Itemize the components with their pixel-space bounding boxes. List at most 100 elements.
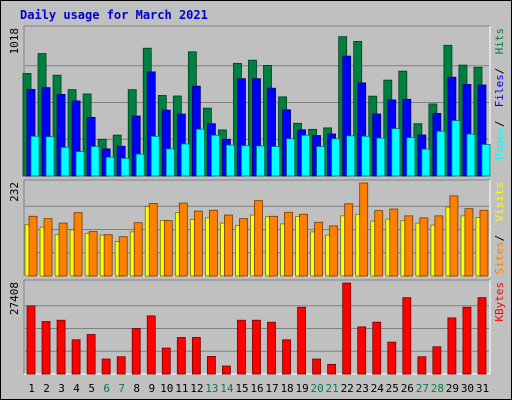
bar-kbytes-day-9 [146,315,156,375]
x-tick-label-day-13: 13 [205,382,218,395]
bar-pages-day-19 [301,134,310,177]
bar-kbytes-day-7 [116,356,126,375]
x-tick-label-day-12: 12 [190,382,203,395]
bar-kbytes-day-12 [191,337,201,375]
x-tick-label-day-6: 6 [103,382,110,395]
bar-sites-day-15 [239,218,248,277]
bar-pages-day-23 [361,135,371,177]
bar-pages-day-28 [436,130,446,177]
x-tick-label-day-28: 28 [431,382,444,395]
bar-sites-day-25 [389,208,399,277]
legend-separator: / [493,120,506,127]
bar-sites-day-2 [43,218,53,277]
bar-pages-day-16 [256,145,265,177]
bar-kbytes-day-10 [161,347,171,375]
bar-kbytes-day-31 [477,297,487,375]
bar-kbytes-day-26 [402,297,412,375]
bar-kbytes-day-13 [206,356,216,375]
bar-sites-day-9 [148,203,158,277]
bar-pages-day-11 [180,143,190,177]
bar-kbytes-day-8 [131,328,141,375]
bar-pages-day-13 [210,134,220,177]
bar-sites-day-20 [314,221,324,277]
bar-pages-day-26 [406,137,416,177]
x-tick-label-day-20: 20 [311,382,324,395]
legend-sites: Sites [493,241,506,274]
bar-pages-day-2 [45,136,55,177]
bar-kbytes-day-14 [222,365,231,375]
bar-pages-day-3 [60,147,70,177]
bar-pages-day-8 [135,153,145,177]
x-tick-label-day-24: 24 [371,382,385,395]
bar-pages-day-22 [346,135,356,177]
bar-pages-day-9 [150,135,160,177]
bar-pages-day-14 [226,144,235,177]
bar-kbytes-day-15 [237,319,246,375]
bar-sites-day-13 [208,209,218,277]
bar-pages-day-4 [75,151,85,177]
x-tick-label-day-5: 5 [88,382,95,395]
x-tick-label-day-18: 18 [280,382,293,395]
bar-sites-day-7 [118,236,128,277]
bar-pages-day-6 [105,156,115,177]
bar-kbytes-day-20 [312,358,322,375]
bar-pages-day-1 [30,135,40,177]
bar-pages-day-7 [120,157,130,177]
bar-sites-day-12 [193,210,203,277]
x-tick-label-day-31: 31 [476,382,489,395]
bar-sites-day-22 [344,203,354,277]
x-tick-label-day-19: 19 [295,382,308,395]
bar-pages-day-15 [241,145,250,177]
panel-2-ymax-label: 232 [8,182,21,202]
x-tick-label-day-30: 30 [461,382,474,395]
x-tick-label-day-2: 2 [43,382,50,395]
x-tick-label-day-10: 10 [160,382,173,395]
x-tick-label-day-26: 26 [401,382,414,395]
bar-kbytes-day-3 [56,319,66,375]
bar-kbytes-day-24 [372,321,382,375]
bar-sites-day-24 [374,210,384,277]
bar-pages-day-24 [376,137,386,177]
bar-kbytes-day-17 [267,321,276,375]
bar-sites-day-29 [449,195,459,277]
bar-kbytes-day-16 [252,319,261,375]
legend-files: Files [493,74,506,107]
bar-sites-day-21 [329,225,339,277]
bar-sites-day-1 [28,215,38,277]
bar-sites-day-5 [88,231,98,277]
bar-kbytes-day-5 [86,334,96,375]
bar-kbytes-day-21 [327,363,337,375]
legend-separator: / [493,235,506,242]
bar-sites-day-27 [419,217,429,277]
bar-kbytes-day-1 [26,305,36,375]
bar-sites-day-18 [284,211,293,277]
legend-visits: Visits [493,182,506,222]
legend-kbytes: KBytes [493,282,506,322]
bar-pages-day-5 [90,146,100,177]
bar-pages-day-17 [271,146,280,177]
x-tick-label-day-7: 7 [118,382,125,395]
x-tick-label-day-8: 8 [133,382,140,395]
bar-kbytes-day-2 [41,321,51,375]
bar-sites-day-26 [404,215,414,277]
legend-pages: Pages [493,127,506,160]
panel-1-ymax-label: 1018 [8,28,21,55]
chart-title: Daily usage for March 2021 [20,8,208,22]
bar-kbytes-day-25 [387,341,397,375]
bar-pages-day-10 [165,148,175,177]
bar-sites-day-17 [269,215,278,277]
bar-pages-day-18 [286,138,295,177]
bar-kbytes-day-6 [101,358,111,375]
x-tick-label-day-11: 11 [175,382,188,395]
bar-sites-day-4 [73,212,83,277]
bar-sites-day-19 [299,213,308,277]
bar-kbytes-day-28 [432,346,442,375]
x-tick-label-day-14: 14 [220,382,234,395]
bar-pages-day-30 [466,133,476,177]
bar-kbytes-day-11 [176,337,186,375]
bar-pages-day-20 [316,146,326,177]
legend-hits: Hits [493,28,506,55]
bar-kbytes-day-30 [462,306,472,375]
bar-kbytes-day-19 [297,306,306,375]
